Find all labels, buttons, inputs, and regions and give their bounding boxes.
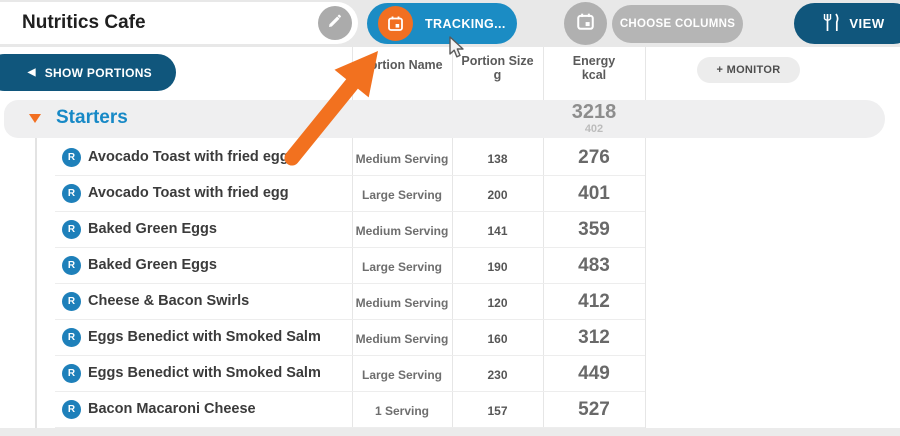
edit-title-button[interactable] <box>318 6 352 40</box>
column-header-portion-size[interactable]: Portion Size g <box>452 54 543 82</box>
column-header-portion-size-unit: g <box>493 68 502 82</box>
row-divider <box>55 319 645 320</box>
portion-name-cell: Medium Serving <box>355 224 449 238</box>
portion-name-cell: Large Serving <box>361 368 443 382</box>
recipe-badge: R <box>62 184 81 203</box>
bottom-margin <box>0 428 900 436</box>
column-divider <box>645 47 646 428</box>
group-indent-line <box>35 138 37 428</box>
fork-knife-icon <box>823 13 840 35</box>
food-name[interactable]: Cheese & Bacon Swirls <box>88 293 250 309</box>
recipe-badge: R <box>62 400 81 419</box>
column-header-energy-unit: kcal <box>581 68 607 82</box>
portion-size-cell: 230 <box>487 368 508 382</box>
show-portions-button[interactable]: ◀ SHOW PORTIONS <box>0 54 176 91</box>
menu-title-input[interactable] <box>0 2 358 44</box>
energy-cell: 527 <box>578 399 610 420</box>
show-portions-label: SHOW PORTIONS <box>44 65 152 80</box>
view-button-label: VIEW <box>849 16 885 31</box>
table-row[interactable]: R Baked Green Eggs Medium Serving 141 35… <box>0 212 900 248</box>
table-row[interactable]: R Cheese & Bacon Swirls Medium Serving 1… <box>0 284 900 320</box>
portion-size-cell: 157 <box>487 404 508 418</box>
energy-cell: 449 <box>578 363 610 384</box>
group-name[interactable]: Starters <box>56 107 128 128</box>
row-divider <box>55 247 645 248</box>
portion-name-cell: Medium Serving <box>355 152 449 166</box>
row-divider <box>55 175 645 176</box>
table-row[interactable]: R Avocado Toast with fried egg Large Ser… <box>0 176 900 212</box>
portion-name-cell: Medium Serving <box>355 296 449 310</box>
row-divider <box>55 391 645 392</box>
table-row[interactable]: R Avocado Toast with fried egg Medium Se… <box>0 140 900 176</box>
energy-cell: 276 <box>578 147 610 168</box>
column-header-energy[interactable]: Energy kcal <box>543 54 645 82</box>
energy-cell: 312 <box>578 327 610 348</box>
energy-cell: 359 <box>578 219 610 240</box>
row-divider <box>55 211 645 212</box>
table-row[interactable]: R Eggs Benedict with Smoked Salm Medium … <box>0 320 900 356</box>
column-divider <box>452 47 453 428</box>
recipe-badge: R <box>62 364 81 383</box>
row-divider <box>55 283 645 284</box>
left-triangle-icon: ◀ <box>27 67 36 78</box>
portion-size-cell: 160 <box>487 332 508 346</box>
food-name[interactable]: Eggs Benedict with Smoked Salm <box>88 365 321 381</box>
tracking-button-label: TRACKING... <box>425 16 506 31</box>
portion-name-cell: Large Serving <box>361 188 443 202</box>
portion-size-cell: 141 <box>487 224 508 238</box>
food-name[interactable]: Avocado Toast with fried egg <box>88 149 289 165</box>
portion-size-cell: 190 <box>487 260 508 274</box>
column-divider <box>352 47 353 428</box>
calendar-icon <box>576 12 595 36</box>
column-header-portion-size-line1: Portion Size <box>461 54 534 68</box>
food-name[interactable]: Avocado Toast with fried egg <box>88 185 289 201</box>
portion-name-cell: Medium Serving <box>355 332 449 346</box>
portion-name-cell: Large Serving <box>361 260 443 274</box>
energy-cell: 401 <box>578 183 610 204</box>
food-name[interactable]: Baked Green Eggs <box>88 221 217 237</box>
energy-cell: 412 <box>578 291 610 312</box>
recipe-badge: R <box>62 292 81 311</box>
column-header-portion-name[interactable]: Portion Name <box>361 58 443 72</box>
recipe-badge: R <box>62 256 81 275</box>
group-total-energy: 3218 <box>571 101 617 123</box>
recipe-badge: R <box>62 220 81 239</box>
food-name[interactable]: Eggs Benedict with Smoked Salm <box>88 329 321 345</box>
portion-name-cell: 1 Serving <box>374 404 430 418</box>
portion-size-cell: 200 <box>487 188 508 202</box>
table-row[interactable]: R Eggs Benedict with Smoked Salm Large S… <box>0 356 900 392</box>
column-header-energy-line1: Energy <box>572 54 616 68</box>
group-row-starters[interactable] <box>4 100 885 138</box>
food-name[interactable]: Baked Green Eggs <box>88 257 217 273</box>
row-divider <box>55 427 645 428</box>
collapse-triangle-icon[interactable] <box>29 114 41 123</box>
tracking-button[interactable]: TRACKING... <box>367 3 517 44</box>
recipe-badge: R <box>62 328 81 347</box>
pencil-icon <box>327 13 343 34</box>
column-divider <box>543 47 544 428</box>
choose-columns-button[interactable]: CHOOSE COLUMNS <box>612 5 743 43</box>
food-name[interactable]: Bacon Macaroni Cheese <box>88 401 256 417</box>
add-monitor-button[interactable]: + MONITOR <box>697 57 800 83</box>
calendar-icon <box>378 6 413 41</box>
recipe-badge: R <box>62 148 81 167</box>
view-button[interactable]: VIEW <box>794 3 900 44</box>
calendar-button[interactable] <box>564 2 607 45</box>
portion-size-cell: 138 <box>487 152 508 166</box>
portion-size-cell: 120 <box>487 296 508 310</box>
energy-cell: 483 <box>578 255 610 276</box>
row-divider <box>55 355 645 356</box>
table-row[interactable]: R Baked Green Eggs Large Serving 190 483 <box>0 248 900 284</box>
group-total-secondary: 402 <box>584 123 604 135</box>
table-row[interactable]: R Bacon Macaroni Cheese 1 Serving 157 52… <box>0 392 900 428</box>
